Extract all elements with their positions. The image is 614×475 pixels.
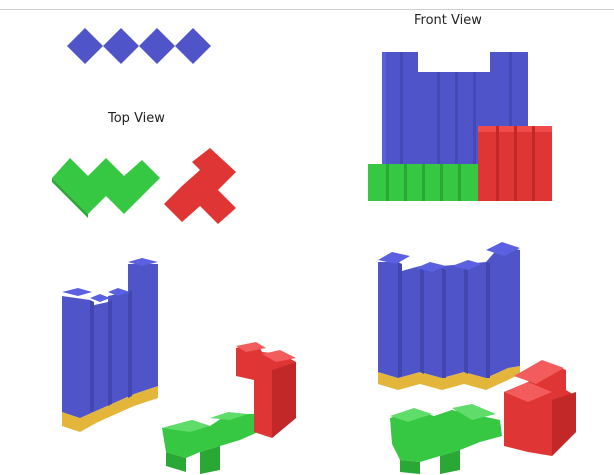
red-top-view-shape: [164, 148, 236, 224]
red-3d-piece-right: [504, 360, 576, 456]
green-3d-piece-right: [390, 404, 502, 474]
green-3d-piece-left: [162, 412, 258, 474]
blue-3d-piece-right: [378, 242, 520, 390]
blue-front-view: [382, 52, 528, 164]
blue-3d-piece-left: [62, 258, 158, 432]
top-divider-line: [0, 9, 614, 10]
front-view-label: Front View: [414, 13, 482, 28]
red-front-view: [478, 126, 552, 201]
top-view-label: Top View: [108, 111, 165, 126]
blue-top-view-diamonds: [67, 28, 211, 64]
red-3d-piece-left: [236, 342, 296, 438]
green-front-view: [368, 164, 480, 201]
green-top-view-shape: [52, 158, 160, 218]
